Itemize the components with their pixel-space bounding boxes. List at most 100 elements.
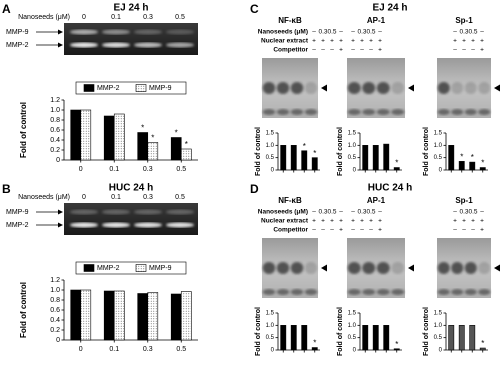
lane-value: –: [312, 29, 316, 36]
significance-mark: *: [313, 339, 316, 348]
gel-band: [102, 29, 130, 35]
y-tick-label: 0.8: [50, 117, 60, 124]
gel-band: [262, 82, 276, 94]
gel-band: [102, 222, 130, 228]
gel-band: [451, 82, 464, 94]
panel-letter: A: [2, 2, 11, 16]
gel-title: NF-κB: [278, 16, 302, 25]
y-tick-label: 0.5: [434, 155, 443, 161]
gel-band: [451, 262, 464, 274]
gel-title: Sp-1: [455, 196, 473, 205]
y-tick-label: 0.5: [266, 155, 275, 161]
y-axis-label: Fold of control: [19, 282, 28, 338]
y-tick-label: 1.0: [50, 287, 60, 294]
legend-label: MMP-2: [97, 265, 120, 272]
bar: [469, 325, 476, 351]
lane-value: +: [480, 218, 484, 225]
lane-value: 0.5: [366, 29, 375, 36]
bar: [170, 293, 182, 341]
x-tick-label: 0.3: [143, 346, 153, 353]
band-label: MMP-2: [6, 42, 29, 49]
lane-value: –: [378, 209, 382, 216]
y-tick-label: 0.6: [50, 127, 60, 134]
lane-value: –: [480, 29, 484, 36]
lane-value: –: [453, 227, 457, 234]
gel-band: [70, 29, 98, 35]
row-label: Nanoseeds (μM): [258, 209, 308, 216]
significance-mark: *: [313, 149, 316, 158]
gel-band: [304, 262, 318, 274]
gel-band: [290, 262, 304, 274]
dose: 0: [82, 14, 86, 21]
lane-value: –: [339, 209, 343, 216]
legend-label: MMP-9: [149, 265, 172, 272]
bar: [362, 145, 369, 171]
gel: [64, 23, 198, 55]
x-tick-label: 0.1: [109, 346, 119, 353]
gel-band: [290, 82, 304, 94]
bar: [180, 148, 192, 161]
legend-swatch: [83, 264, 95, 272]
gel-band: [276, 109, 290, 115]
gel-band: [376, 109, 390, 115]
significance-mark: *: [395, 340, 398, 349]
gel-band: [134, 209, 162, 215]
band-label: MMP-2: [6, 222, 29, 229]
bar: [383, 143, 390, 171]
lane-value: –: [351, 29, 355, 36]
dose: 0: [82, 194, 86, 201]
gel-band: [304, 109, 318, 115]
y-tick-label: 0.4: [50, 137, 60, 144]
lane-value: +: [462, 38, 466, 45]
band-pointer: [408, 264, 414, 272]
lane-value: 0.3: [318, 29, 327, 36]
lane-value: +: [351, 218, 355, 225]
lane-value: –: [351, 209, 355, 216]
legend-swatch: [83, 84, 95, 92]
y-axis-label: Fold of control: [423, 307, 430, 356]
lane-value: +: [339, 38, 343, 45]
gel-band: [166, 42, 194, 48]
gel-band: [478, 109, 491, 115]
bar: [290, 325, 297, 351]
gel-title: NF-κB: [278, 196, 302, 205]
lane-value: +: [360, 218, 364, 225]
gel-band: [304, 289, 318, 295]
panel-letter: D: [250, 182, 259, 196]
y-tick-label: 0: [56, 337, 60, 344]
bar: [479, 167, 486, 171]
gel-band: [362, 109, 376, 115]
lane-value: –: [453, 47, 457, 54]
dose: 0.1: [111, 194, 121, 201]
bar: [448, 325, 455, 351]
lane-value: 0.5: [468, 209, 477, 216]
lane-value: –: [330, 227, 334, 234]
y-tick-label: 1.2: [50, 277, 60, 284]
dose: 0.5: [175, 14, 185, 21]
panel-title: EJ 24 h: [372, 3, 407, 14]
gel-band: [134, 42, 162, 48]
x-tick-label: 0.5: [176, 166, 186, 173]
lane-value: +: [462, 218, 466, 225]
y-tick-label: 1.0: [266, 143, 275, 149]
legend-label: MMP-9: [149, 85, 172, 92]
gel-band: [464, 289, 477, 295]
lane-value: –: [453, 29, 457, 36]
bar: [137, 132, 149, 161]
gel-band: [347, 82, 361, 94]
lane-value: –: [360, 227, 364, 234]
lane-value: 0.5: [468, 29, 477, 36]
lane-value: +: [369, 38, 373, 45]
gel-band: [437, 109, 450, 115]
lane-value: –: [351, 227, 355, 234]
lane-value: –: [378, 29, 382, 36]
y-tick-label: 0.5: [348, 155, 357, 161]
band-pointer: [321, 84, 327, 92]
significance-mark: *: [460, 152, 463, 161]
y-axis-label: Fold of control: [423, 127, 430, 176]
band-pointer: [494, 84, 500, 92]
gel-band: [304, 82, 318, 94]
y-axis-label: Fold of control: [255, 127, 262, 176]
y-tick-label: 0: [353, 168, 357, 174]
arrow-head: [58, 42, 63, 48]
